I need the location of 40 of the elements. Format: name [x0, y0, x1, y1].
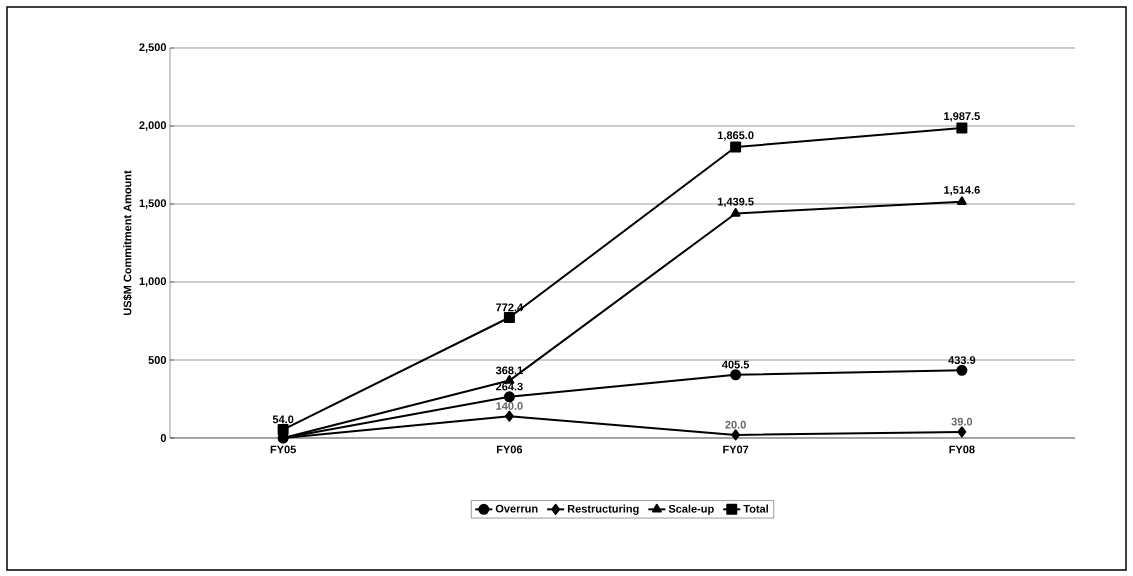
x-tick-label: FY06	[496, 445, 523, 454]
legend-label: Scale-up	[668, 504, 714, 515]
x-tick-label: FY05	[270, 445, 296, 454]
data-label: 1,439.5	[717, 197, 754, 208]
y-axis-title: US$M Commitment Amount	[123, 170, 133, 316]
data-label: 772.4	[496, 303, 524, 312]
y-tick-label: 1,500	[139, 199, 167, 209]
data-label: 54.0	[272, 415, 294, 424]
point	[957, 426, 967, 438]
legend-label: Restructuring	[567, 504, 639, 515]
point	[503, 312, 515, 323]
point	[731, 429, 740, 441]
data-label: 1,514.6	[944, 186, 980, 196]
y-tick-label: 1,000	[139, 277, 167, 287]
x-tick-label: FY07	[723, 445, 749, 454]
y-tick-label: 2,500	[139, 43, 167, 53]
y-tick-label: 0	[160, 434, 167, 442]
data-label: 368.1	[495, 366, 523, 375]
point	[730, 369, 742, 381]
point	[956, 122, 968, 134]
data-label: 433.9	[948, 356, 976, 364]
data-label: 1,987.5	[944, 112, 980, 122]
data-label: 140.0	[496, 402, 523, 410]
data-label: 20.0	[725, 420, 746, 429]
data-label: 39.0	[951, 417, 973, 426]
point	[956, 364, 968, 376]
point	[956, 196, 967, 205]
data-label: 1,865.0	[717, 131, 754, 141]
legend-label: Overrun	[495, 504, 538, 513]
point	[503, 391, 515, 403]
data-label: 405.5	[722, 360, 750, 369]
y-tick-label: 500	[148, 356, 167, 364]
point	[730, 141, 742, 153]
legend-label: Total	[743, 504, 768, 513]
x-tick-label: FY08	[949, 445, 975, 454]
point	[730, 207, 741, 217]
y-tick-label: 2,000	[139, 121, 167, 131]
point	[505, 410, 514, 422]
point	[277, 424, 289, 436]
data-label: 264.3	[495, 382, 523, 391]
